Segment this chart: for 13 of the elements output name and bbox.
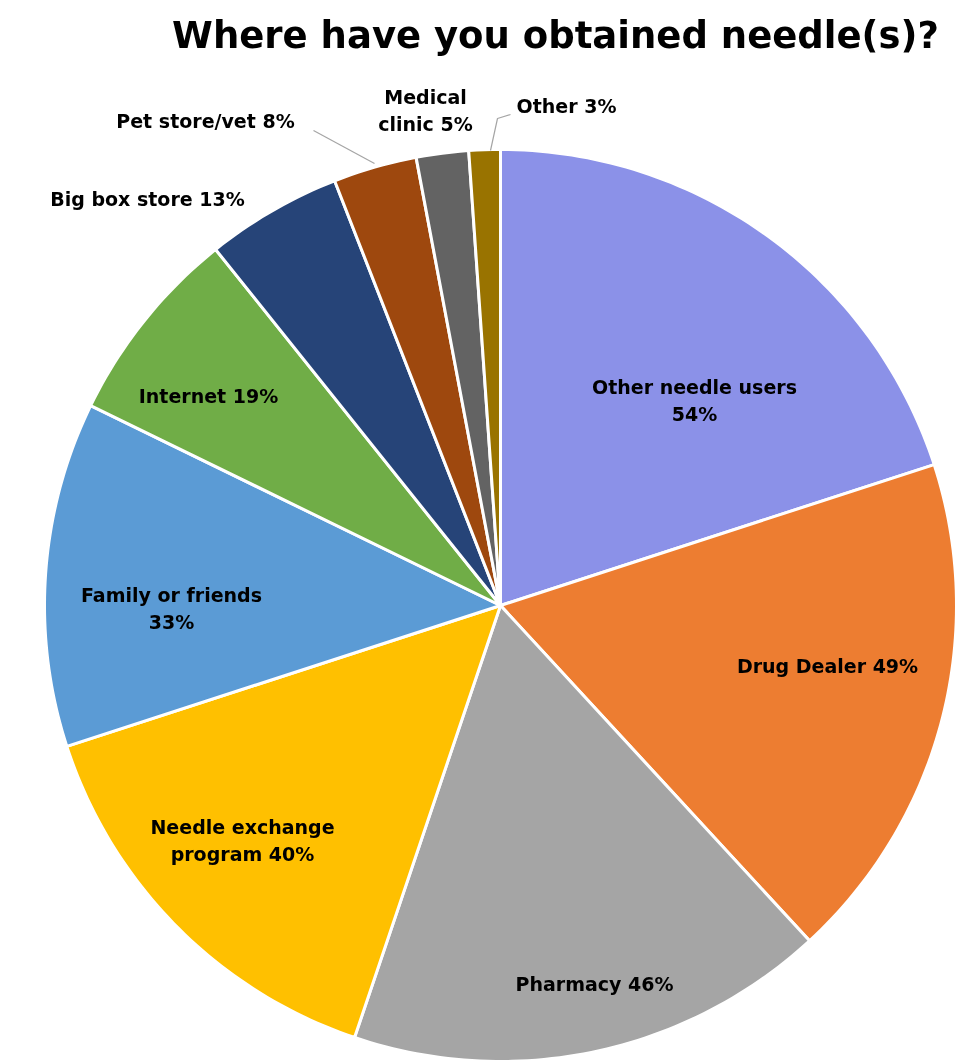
- slice-label: Medical clinic 5%: [378, 86, 473, 135]
- slice-label: Family or friends: [80, 584, 263, 607]
- slice-label: Big box store 13%: [50, 187, 245, 210]
- chart-title: Where have you obtained needle(s)?: [172, 14, 939, 57]
- slice-label: Other needle users: [592, 376, 797, 399]
- slice-label: Drug Dealer 49%: [736, 654, 919, 677]
- data-label: 54%: [671, 402, 718, 425]
- data-label: 33%: [148, 610, 195, 633]
- slice-label: Needle exchange program 40%: [150, 816, 335, 865]
- slice-label: Pet store/vet 8%: [116, 109, 295, 132]
- slice-label: Other 3%: [516, 94, 617, 117]
- slice-label: Pharmacy 46%: [515, 972, 674, 995]
- slice-label: Internet 19%: [138, 384, 279, 407]
